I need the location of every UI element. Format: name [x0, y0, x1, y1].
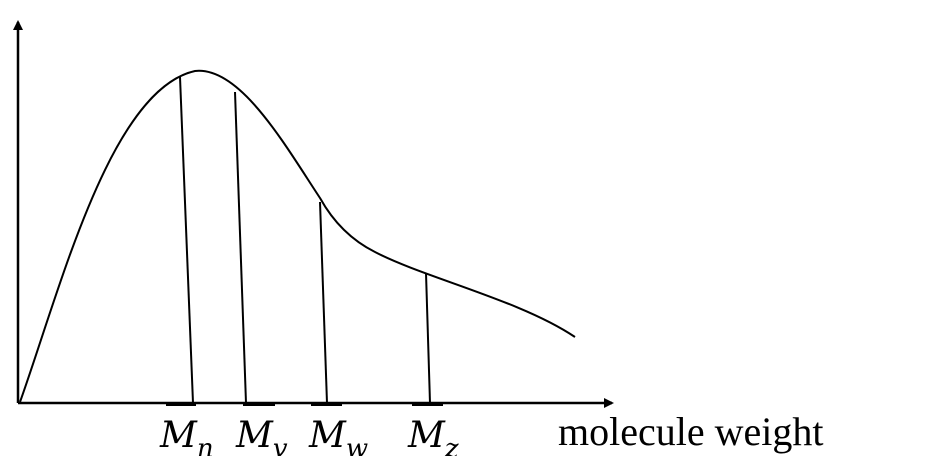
mz-line — [425, 272, 431, 404]
mw-label: Mw — [308, 415, 368, 456]
mw-line — [319, 201, 328, 404]
mn-label: Mn — [159, 415, 214, 456]
mn-line — [179, 76, 194, 404]
x-axis-label: molecule weight — [558, 409, 823, 454]
mv-label: Mv — [235, 415, 288, 456]
distribution-curve — [19, 69, 576, 403]
mv-line — [234, 91, 247, 404]
mz-label: Mz — [407, 415, 459, 456]
